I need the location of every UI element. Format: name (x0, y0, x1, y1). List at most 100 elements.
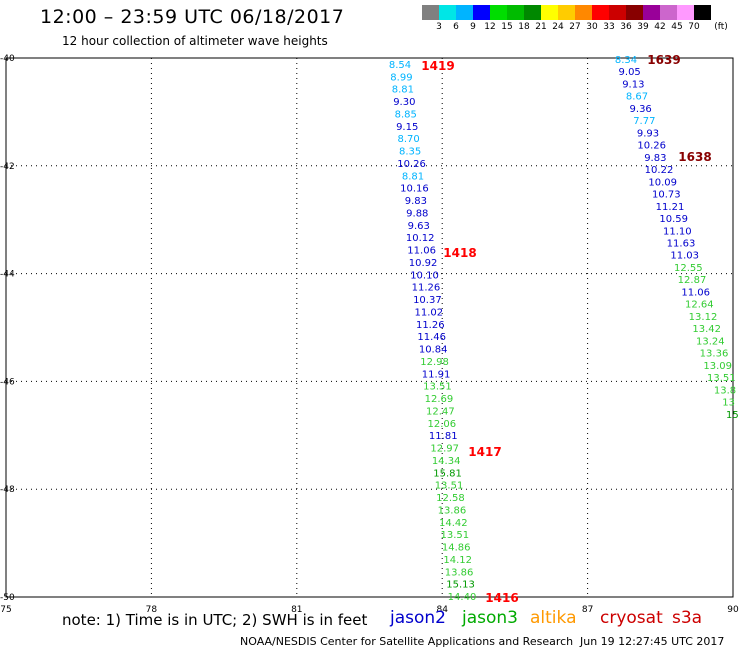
legend-label: 39 (637, 22, 649, 32)
swh-value: 14.40 (448, 592, 477, 603)
swh-value: 10.84 (419, 345, 448, 356)
swh-value: 14.34 (432, 456, 461, 467)
swh-value: 8.54 (389, 60, 411, 71)
legend-swatch (660, 5, 677, 20)
legend-label: 45 (671, 22, 683, 32)
swh-value: 10.10 (410, 270, 439, 281)
legend-swatch (439, 5, 456, 20)
y-tick-label: -44 (0, 270, 15, 280)
swh-value: 10.12 (406, 233, 435, 244)
swh-value: 11.21 (656, 202, 685, 213)
swh-value: 14.42 (439, 518, 468, 529)
legend-swatch (643, 5, 660, 20)
swh-value: 10.73 (652, 190, 681, 201)
swh-value: 9.93 (637, 128, 659, 139)
swh-value: 13.51 (435, 481, 464, 492)
legend-label: 70 (688, 22, 700, 32)
swh-value: 8.67 (626, 92, 648, 103)
swh-value: 13.51 (707, 373, 736, 384)
legend-label: 36 (620, 22, 632, 32)
legend-label: 3 (436, 22, 442, 32)
mission-jason2: jason2 (390, 608, 446, 628)
swh-value: 11.06 (681, 287, 710, 298)
legend-label: 12 (484, 22, 496, 32)
swh-value: 9.88 (406, 208, 428, 219)
legend-swatch (558, 5, 575, 20)
y-tick-label: -40 (0, 54, 15, 64)
swh-value: 11.46 (417, 332, 446, 343)
time-label: 1638 (678, 150, 711, 164)
legend-swatch (422, 5, 439, 20)
map-subtitle: 12 hour collection of altimeter wave hei… (62, 34, 328, 48)
swh-value: 14.12 (443, 555, 472, 566)
time-label: 1416 (485, 591, 518, 605)
swh-value: 11.26 (412, 283, 441, 294)
mission-s3a: s3a (672, 608, 703, 628)
legend-label: 27 (569, 22, 581, 32)
legend-swatch (694, 5, 711, 20)
legend-swatch (473, 5, 490, 20)
swh-value: 10.22 (645, 165, 674, 176)
legend-unit: (ft) (714, 22, 728, 32)
x-tick-label: 78 (146, 605, 158, 615)
swh-value: 12.64 (685, 300, 714, 311)
y-tick-label: -50 (0, 593, 15, 603)
swh-value: 10.37 (413, 295, 442, 306)
y-tick-label: -48 (0, 485, 15, 495)
x-tick-label: 87 (582, 605, 593, 615)
swh-value: 11.02 (415, 307, 444, 318)
swh-value: 12.98 (420, 357, 449, 368)
map-title: 12:00 – 23:59 UTC 06/18/2017 (40, 6, 345, 28)
swh-value: 11.26 (416, 320, 445, 331)
legend-swatch (490, 5, 507, 20)
swh-value: 12.55 (674, 263, 703, 274)
y-tick-label: -46 (0, 377, 15, 387)
swh-value: 13.36 (700, 349, 729, 360)
mission-cryosat: cryosat (600, 608, 663, 628)
footer-timestamp: Jun 19 12:27:45 UTC 2017 (580, 635, 725, 648)
swh-value: 8.34 (615, 55, 637, 66)
swh-value: 10.92 (409, 258, 438, 269)
swh-value: 10.26 (637, 141, 666, 152)
swh-value: 12.06 (427, 419, 456, 430)
legend-swatch (456, 5, 473, 20)
swh-value: 13.09 (703, 361, 732, 372)
swh-value: 9.63 (408, 221, 430, 232)
time-label: 1417 (468, 445, 501, 459)
swh-value: 9.30 (393, 97, 415, 108)
swh-value: 11.03 (670, 251, 699, 262)
swh-value: 10.16 (400, 184, 429, 195)
swh-value: 9.15 (396, 122, 418, 133)
time-label: 1639 (647, 53, 680, 67)
legend-swatch (507, 5, 524, 20)
swh-value: 11.91 (422, 369, 451, 380)
y-tick-label: -42 (0, 162, 15, 172)
legend-label: 42 (654, 22, 666, 32)
legend-label: 9 (470, 22, 476, 32)
legend-swatch (626, 5, 643, 20)
swh-value: 8.70 (398, 134, 420, 145)
swh-value: 15.81 (433, 468, 462, 479)
swh-value: 12.87 (678, 275, 707, 286)
swh-value: 13.86 (438, 505, 467, 516)
legend-label: 24 (552, 22, 564, 32)
legend-label: 6 (453, 22, 459, 32)
swh-value: 13.8 (714, 385, 736, 396)
legend-label: 18 (518, 22, 530, 32)
swh-value: 15.13 (446, 580, 475, 591)
swh-value: 8.35 (399, 147, 421, 158)
swh-value: 7.77 (633, 116, 655, 127)
swh-value: 9.83 (644, 153, 666, 164)
swh-value: 8.85 (395, 109, 417, 120)
swh-value: 9.36 (630, 104, 652, 115)
legend-swatch (524, 5, 541, 20)
x-tick-label: 81 (291, 605, 302, 615)
swh-value: 10.26 (397, 159, 426, 170)
legend-swatch (575, 5, 592, 20)
swh-value: 10.09 (648, 177, 677, 188)
swh-value: 13.42 (692, 324, 721, 335)
x-tick-label: 75 (0, 605, 11, 615)
swh-value: 12.58 (436, 493, 465, 504)
swh-value: 11.63 (667, 239, 696, 250)
